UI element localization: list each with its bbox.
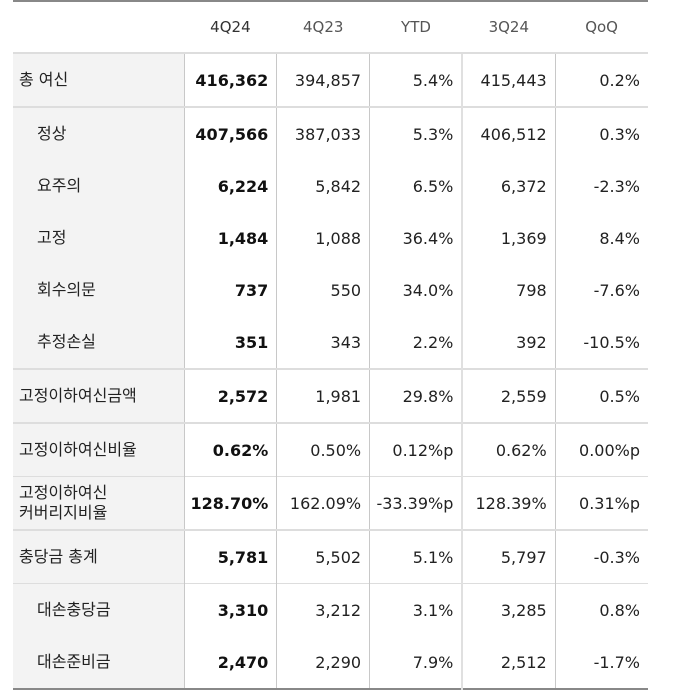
cell-4q23: 1,981 [276, 368, 370, 423]
cell-qoq: -2.3% [554, 160, 648, 212]
cell-4q24: 2,572 [183, 368, 277, 423]
header-4q24: 4Q24 [184, 1, 277, 54]
cell-4q23: 394,857 [276, 53, 370, 107]
header-row: 4Q24 4Q23 YTD 3Q24 QoQ [13, 1, 648, 54]
cell-4q24: 3,310 [183, 583, 277, 636]
table-row: 고정이하여신비율 0.62% 0.50% 0.12%p 0.62% 0.00%p [13, 422, 648, 477]
header-label [13, 1, 184, 54]
row-label: 요주의 [13, 160, 184, 212]
cell-ytd: 0.12%p [369, 422, 464, 477]
cell-4q24: 2,470 [183, 636, 277, 689]
cell-ytd: 7.9% [369, 636, 464, 689]
cell-3q24: 2,559 [461, 368, 556, 423]
cell-4q24: 416,362 [183, 53, 277, 107]
cell-3q24: 798 [461, 264, 556, 316]
cell-qoq: -10.5% [554, 316, 648, 369]
cell-3q24: 3,285 [461, 583, 556, 636]
cell-ytd: 36.4% [369, 212, 464, 264]
row-label: 고정이하여신금액 [13, 368, 184, 423]
cell-4q23: 0.50% [276, 422, 370, 477]
row-label: 충당금 총계 [13, 529, 184, 584]
table-row: 요주의 6,224 5,842 6.5% 6,372 -2.3% [13, 160, 648, 212]
cell-4q23: 5,842 [276, 160, 370, 212]
cell-ytd: 6.5% [369, 160, 464, 212]
table-row: 추정손실 351 343 2.2% 392 -10.5% [13, 316, 648, 369]
row-label: 대손충당금 [13, 583, 184, 636]
cell-4q23: 3,212 [276, 583, 370, 636]
cell-3q24: 406,512 [461, 106, 556, 160]
cell-qoq: 0.5% [554, 368, 648, 423]
cell-ytd: 3.1% [369, 583, 464, 636]
cell-3q24: 0.62% [461, 422, 556, 477]
cell-qoq: 0.2% [554, 53, 648, 107]
table-row: 대손충당금 3,310 3,212 3.1% 3,285 0.8% [13, 583, 648, 636]
cell-4q23: 1,088 [276, 212, 370, 264]
cell-3q24: 6,372 [461, 160, 556, 212]
table-row: 대손준비금 2,470 2,290 7.9% 2,512 -1.7% [13, 636, 648, 689]
cell-qoq: 8.4% [554, 212, 648, 264]
cell-qoq: 0.00%p [554, 422, 648, 477]
cell-4q23: 550 [276, 264, 370, 316]
cell-4q23: 387,033 [276, 106, 370, 160]
cell-4q23: 5,502 [276, 529, 370, 584]
cell-3q24: 128.39% [461, 476, 556, 530]
row-label: 회수의문 [13, 264, 184, 316]
cell-ytd: 2.2% [369, 316, 464, 369]
cell-4q24: 351 [183, 316, 277, 369]
row-label: 총 여신 [13, 53, 184, 107]
cell-4q24: 407,566 [183, 106, 277, 160]
loan-quality-table: 4Q24 4Q23 YTD 3Q24 QoQ 총 여신 416,362 394,… [13, 0, 648, 690]
cell-3q24: 415,443 [461, 53, 556, 107]
cell-ytd: 29.8% [369, 368, 464, 423]
cell-3q24: 5,797 [461, 529, 556, 584]
cell-4q23: 162.09% [276, 476, 370, 530]
cell-4q24: 0.62% [183, 422, 277, 477]
row-label: 고정이하여신 커버리지비율 [13, 476, 184, 530]
cell-ytd: 5.4% [369, 53, 464, 107]
cell-3q24: 2,512 [461, 636, 556, 689]
cell-4q24: 737 [183, 264, 277, 316]
row-label-line1: 고정이하여신 [19, 483, 108, 502]
row-label: 고정 [13, 212, 184, 264]
header-qoq: QoQ [555, 1, 648, 54]
cell-4q24: 128.70% [183, 476, 277, 530]
table-row: 회수의문 737 550 34.0% 798 -7.6% [13, 264, 648, 316]
cell-ytd: 34.0% [369, 264, 464, 316]
cell-ytd: 5.1% [369, 529, 464, 584]
row-label: 정상 [13, 106, 184, 160]
cell-4q24: 6,224 [183, 160, 277, 212]
header-3q24: 3Q24 [462, 1, 556, 54]
cell-ytd: 5.3% [369, 106, 464, 160]
row-label: 추정손실 [13, 316, 184, 369]
table-row: 고정이하여신 커버리지비율 128.70% 162.09% -33.39%p 1… [13, 476, 648, 530]
cell-4q24: 1,484 [183, 212, 277, 264]
row-label: 고정이하여신비율 [13, 422, 184, 477]
table-row: 총 여신 416,362 394,857 5.4% 415,443 0.2% [13, 53, 648, 107]
header-ytd: YTD [369, 1, 463, 54]
cell-qoq: -0.3% [554, 529, 648, 584]
row-label: 대손준비금 [13, 636, 184, 689]
row-label-line2: 커버리지비율 [19, 503, 108, 522]
table-row: 고정 1,484 1,088 36.4% 1,369 8.4% [13, 212, 648, 264]
cell-qoq: 0.31%p [554, 476, 648, 530]
cell-4q23: 2,290 [276, 636, 370, 689]
header-4q23: 4Q23 [276, 1, 370, 54]
cell-qoq: -1.7% [554, 636, 648, 689]
table-row: 고정이하여신금액 2,572 1,981 29.8% 2,559 0.5% [13, 368, 648, 423]
cell-qoq: 0.8% [554, 583, 648, 636]
cell-4q24: 5,781 [183, 529, 277, 584]
cell-ytd: -33.39%p [369, 476, 464, 530]
cell-qoq: -7.6% [554, 264, 648, 316]
cell-3q24: 1,369 [461, 212, 556, 264]
cell-4q23: 343 [276, 316, 370, 369]
table-row: 충당금 총계 5,781 5,502 5.1% 5,797 -0.3% [13, 529, 648, 584]
table-row: 정상 407,566 387,033 5.3% 406,512 0.3% [13, 106, 648, 160]
cell-3q24: 392 [461, 316, 556, 369]
cell-qoq: 0.3% [554, 106, 648, 160]
